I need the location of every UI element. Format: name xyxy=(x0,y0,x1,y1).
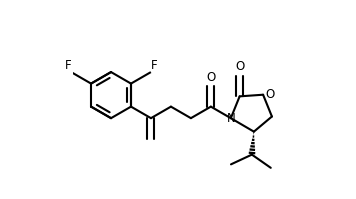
Text: O: O xyxy=(266,88,275,101)
Text: F: F xyxy=(151,59,158,71)
Text: O: O xyxy=(206,71,215,84)
Text: F: F xyxy=(64,59,71,71)
Text: N: N xyxy=(226,112,235,125)
Text: O: O xyxy=(235,60,244,73)
